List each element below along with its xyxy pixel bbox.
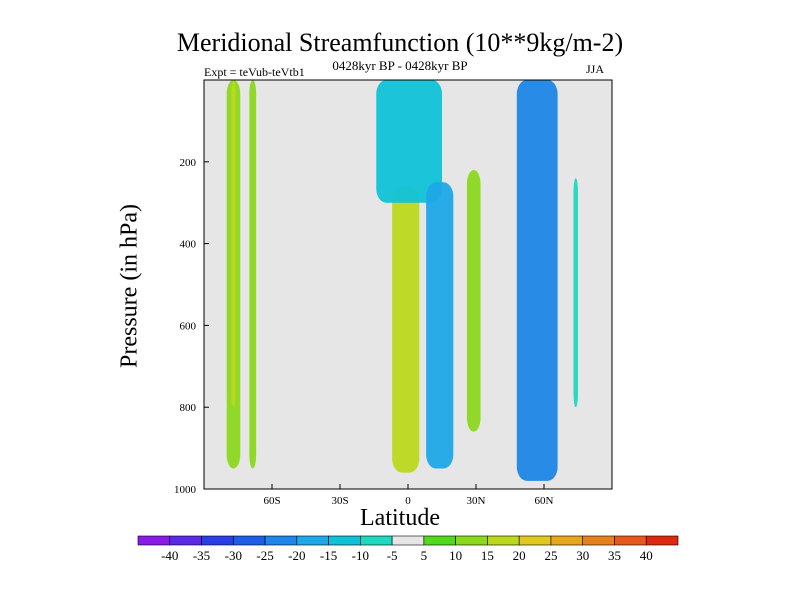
x-tick-label: 0 bbox=[405, 495, 411, 507]
colorbar-swatch bbox=[137, 535, 171, 546]
colorbar: -40 -35 -30 -25 -20 -15 -10 -5 5 10 15 20 25 30 35 40 bbox=[137, 535, 679, 563]
y-tick-label: 200 bbox=[180, 157, 197, 169]
colorbar-swatch bbox=[582, 535, 615, 546]
colorbar-swatch bbox=[455, 535, 488, 546]
chart-subtitle: 0428kyr BP - 0428kyr BP bbox=[332, 58, 468, 73]
chart-title: Meridional Streamfunction (10**9kg/m-2) bbox=[176, 28, 624, 57]
colorbar-swatch bbox=[264, 535, 298, 546]
contour-region-4 bbox=[466, 169, 481, 432]
contour-region-6 bbox=[426, 182, 454, 469]
season-label: JJA bbox=[586, 62, 605, 76]
colorbar-label: 15 bbox=[481, 548, 494, 563]
colorbar-label: 30 bbox=[576, 548, 589, 563]
colorbar-swatch bbox=[328, 535, 361, 546]
contour-region-3 bbox=[392, 186, 420, 473]
contour-region-7 bbox=[516, 80, 558, 481]
colorbar-label: -30 bbox=[225, 548, 242, 563]
contour-fills bbox=[226, 80, 578, 481]
colorbar-label: -20 bbox=[288, 548, 305, 563]
colorbar-swatch bbox=[201, 535, 234, 546]
y-tick-label: 800 bbox=[180, 402, 197, 414]
colorbar-label: -25 bbox=[256, 548, 273, 563]
colorbar-label: -35 bbox=[193, 548, 210, 563]
colorbar-label: 5 bbox=[421, 548, 428, 563]
contour-region-8 bbox=[573, 178, 578, 408]
colorbar-label: -10 bbox=[352, 548, 369, 563]
colorbar-swatch bbox=[360, 535, 393, 546]
experiment-label: Expt = teVub-teVtb1 bbox=[204, 65, 305, 79]
y-tick-label: 600 bbox=[180, 320, 197, 332]
colorbar-swatch bbox=[487, 535, 520, 546]
contour-region-1 bbox=[231, 80, 236, 408]
colorbar-swatch bbox=[645, 535, 679, 546]
x-tick-label: 30S bbox=[331, 495, 348, 507]
colorbar-label: 40 bbox=[640, 548, 653, 563]
colorbar-label: 20 bbox=[513, 548, 526, 563]
colorbar-swatch bbox=[614, 535, 647, 546]
colorbar-label: 35 bbox=[608, 548, 621, 563]
colorbar-label: -5 bbox=[387, 548, 398, 563]
colorbar-label: 25 bbox=[544, 548, 557, 563]
x-tick-label: 60N bbox=[535, 495, 554, 507]
x-axis-label: Latitude bbox=[360, 505, 440, 531]
colorbar-swatch bbox=[391, 535, 425, 546]
colorbar-label: 10 bbox=[449, 548, 462, 563]
colorbar-swatch bbox=[518, 535, 552, 546]
y-tick-label: 1000 bbox=[174, 484, 197, 496]
y-ticks: 200 400 600 800 1000 bbox=[174, 157, 209, 496]
colorbar-swatch bbox=[169, 535, 202, 546]
colorbar-swatch bbox=[296, 535, 329, 546]
x-tick-label: 60S bbox=[263, 495, 280, 507]
x-ticks: 60S 30S 0 30N 60N bbox=[263, 484, 554, 507]
colorbar-swatch bbox=[232, 535, 266, 546]
colorbar-label: -15 bbox=[320, 548, 337, 563]
colorbar-swatch bbox=[423, 535, 456, 546]
y-tick-label: 400 bbox=[180, 239, 197, 251]
colorbar-label: -40 bbox=[161, 548, 178, 563]
contour-region-5 bbox=[376, 80, 442, 203]
contour-region-2 bbox=[249, 80, 257, 469]
colorbar-swatch bbox=[550, 535, 584, 546]
x-tick-label: 30N bbox=[467, 495, 486, 507]
